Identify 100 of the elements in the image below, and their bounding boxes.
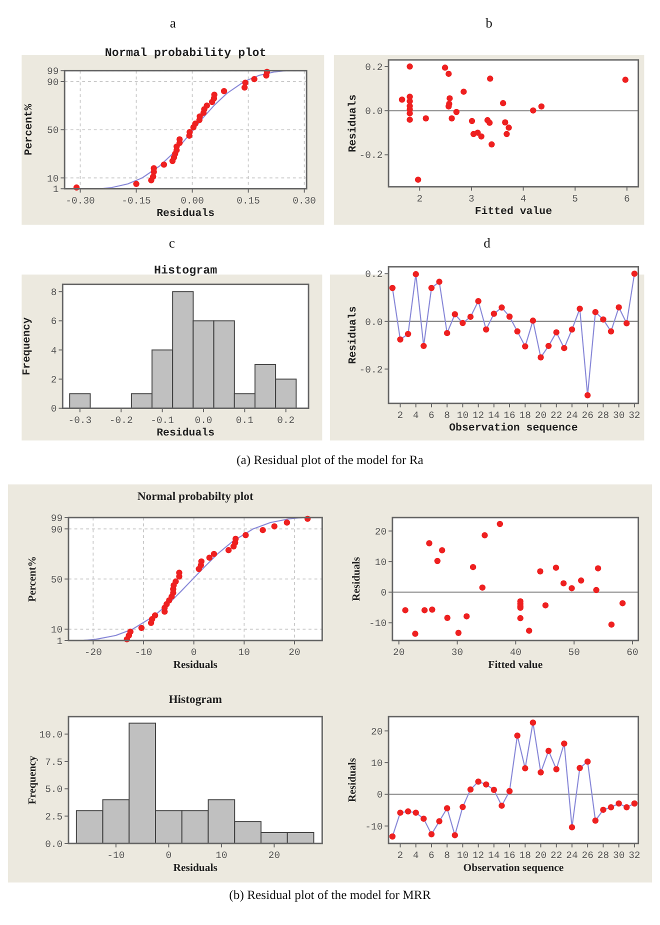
x-tick-label: 24 <box>566 850 578 862</box>
y-axis-title: Frequency <box>26 755 38 804</box>
x-tick-label: -20 <box>84 647 102 658</box>
x-axis-title: Residuals <box>156 428 215 440</box>
x-tick-label: 40 <box>510 647 522 658</box>
x-tick-label: 5 <box>572 193 578 204</box>
y-tick-label: 10 <box>50 624 63 636</box>
y-tick-label: 99 <box>50 512 63 524</box>
x-tick-label: 0.15 <box>236 195 260 206</box>
y-tick-label: 90 <box>50 524 63 536</box>
x-axis-title: Fitted value <box>474 206 552 218</box>
x-tick-label: 20 <box>534 410 547 422</box>
y-tick-label: -0.2 <box>359 364 383 376</box>
y-tick-label: 0.2 <box>365 62 383 73</box>
y-tick-label: 7.5 <box>45 756 63 768</box>
chart-title: Normal probability plot <box>104 46 266 60</box>
x-tick-label: 4 <box>412 410 419 422</box>
text: c <box>168 235 175 250</box>
y-axis-title: Residuals <box>347 94 360 152</box>
x-tick-label: 6 <box>428 410 435 422</box>
x-tick-label: 0 <box>190 647 197 658</box>
x-tick-label: 2 <box>397 850 404 862</box>
x-tick-label: 32 <box>628 850 640 862</box>
y-axis-title: Residuals <box>350 556 362 602</box>
text: a <box>170 16 176 31</box>
x-tick-label: 20 <box>534 850 547 862</box>
x-tick-label: 12 <box>472 410 484 422</box>
y-tick-label: 0.0 <box>365 106 383 118</box>
x-tick-label: 0.2 <box>277 414 295 426</box>
x-tick-label: 2 <box>397 410 404 422</box>
x-tick-label: 18 <box>519 410 532 422</box>
x-tick-label: 26 <box>582 850 594 862</box>
y-tick-label: 0.2 <box>365 269 383 280</box>
x-tick-label: 16 <box>504 850 516 862</box>
x-axis-title: Residuals <box>156 208 215 220</box>
y-tick-label: 0 <box>376 790 383 801</box>
y-tick-label: 90 <box>47 76 59 88</box>
chart-title: Histogram <box>168 692 222 706</box>
y-tick-label: 8 <box>50 287 57 298</box>
x-tick-label: 0.30 <box>292 195 316 206</box>
x-tick-label: 3 <box>468 193 475 204</box>
y-tick-label: 5.0 <box>45 784 63 796</box>
x-tick-label: 30 <box>612 850 625 862</box>
text: d <box>484 235 491 250</box>
x-tick-label: 20 <box>393 647 405 658</box>
x-tick-label: 8 <box>444 850 450 862</box>
x-tick-label: 20 <box>288 647 301 658</box>
y-tick-label: 6 <box>50 316 57 328</box>
x-axis-title: Observation sequence <box>463 862 564 874</box>
x-tick-label: 0.1 <box>236 414 254 426</box>
y-tick-label: 20 <box>374 526 387 538</box>
y-tick-label: -0.2 <box>359 150 383 162</box>
x-tick-label: -0.30 <box>66 195 96 206</box>
text: (a) Residual plot of the model for Ra <box>236 452 424 467</box>
x-tick-label: 10 <box>456 410 469 422</box>
x-tick-label: -10 <box>134 647 152 658</box>
y-axis-title: Percent% <box>23 103 36 156</box>
x-tick-label: 30 <box>451 647 464 658</box>
x-tick-label: 24 <box>566 410 578 422</box>
x-tick-label: 10 <box>216 850 228 862</box>
x-tick-label: 18 <box>519 850 532 862</box>
chart-title: Normal probabilty plot <box>137 490 254 503</box>
x-tick-label: 0.0 <box>194 414 212 426</box>
y-tick-label: 0 <box>380 588 387 599</box>
x-axis-title: Residuals <box>173 658 218 671</box>
x-tick-label: 50 <box>568 647 580 658</box>
y-tick-label: 10 <box>374 557 387 568</box>
y-tick-label: 99 <box>47 66 59 78</box>
x-tick-label: 14 <box>488 850 500 862</box>
y-tick-label: -10 <box>365 821 383 832</box>
x-tick-label: 4 <box>520 193 526 204</box>
x-tick-label: 14 <box>488 410 500 422</box>
x-tick-label: 6 <box>428 850 435 862</box>
y-axis-title: Frequency <box>21 316 34 376</box>
x-tick-label: 16 <box>504 410 516 422</box>
x-tick-label: 22 <box>550 410 562 422</box>
y-tick-label: 10 <box>370 758 383 770</box>
x-tick-label: 26 <box>582 410 594 422</box>
x-tick-label: 32 <box>628 410 640 422</box>
y-tick-label: 2.5 <box>45 812 63 823</box>
x-axis-title: Residuals <box>173 862 218 874</box>
y-tick-label: 4 <box>50 345 57 356</box>
y-axis-title: Residuals <box>346 758 358 802</box>
x-tick-label: -10 <box>107 850 125 862</box>
x-tick-label: 8 <box>444 410 450 422</box>
y-tick-label: 0.0 <box>365 316 383 328</box>
x-tick-label: 10 <box>238 647 250 658</box>
x-tick-label: 22 <box>550 850 562 862</box>
y-tick-label: 1 <box>56 636 63 647</box>
chart-title: Histogram <box>154 264 218 278</box>
y-axis-title: Residuals <box>347 306 360 364</box>
x-tick-label: 0.00 <box>180 195 204 206</box>
x-tick-label: 10 <box>456 850 469 862</box>
x-tick-label: 4 <box>412 850 419 862</box>
y-tick-label: -10 <box>369 618 387 630</box>
x-tick-label: 28 <box>597 850 610 862</box>
y-tick-label: 10.0 <box>39 730 63 741</box>
y-tick-label: 20 <box>370 726 383 738</box>
x-tick-label: 20 <box>268 850 280 862</box>
y-tick-label: 50 <box>47 125 59 136</box>
